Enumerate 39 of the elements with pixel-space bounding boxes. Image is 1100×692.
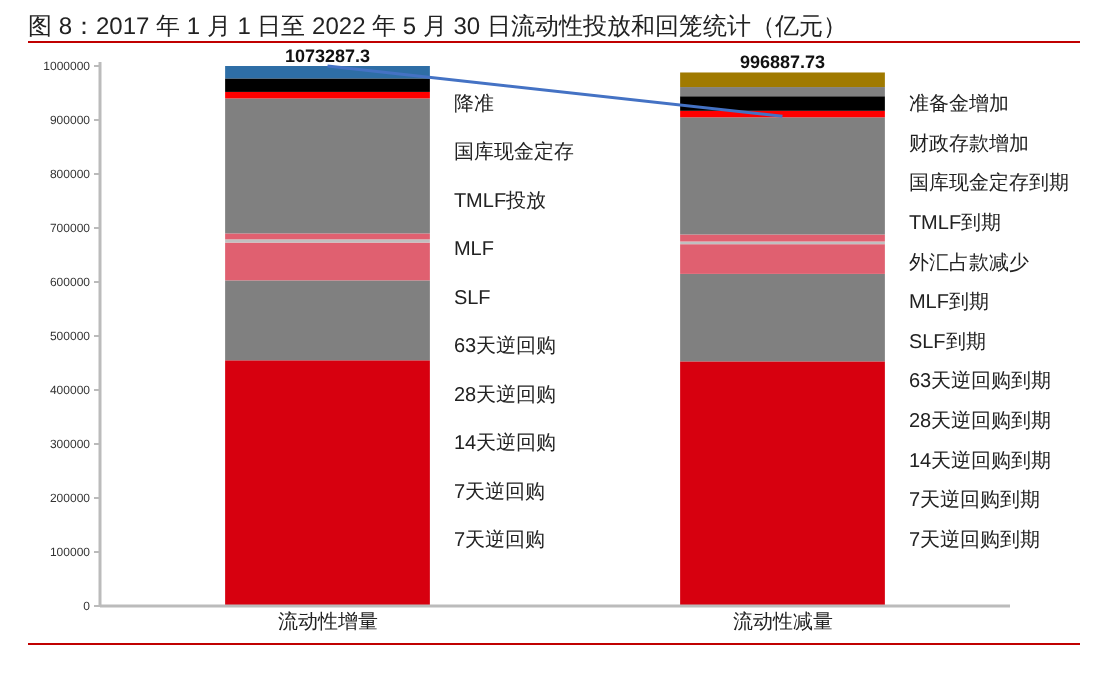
bar <box>225 280 430 361</box>
annotation: SLF到期 <box>908 329 986 354</box>
bar <box>225 360 430 606</box>
annotation: 14天逆回购到期 <box>908 448 1052 473</box>
annotation: 1073287.3 <box>284 46 371 66</box>
annotation: 7天逆回购到期 <box>908 488 1040 513</box>
annotation: 28天逆回购 <box>453 382 557 407</box>
bar <box>225 242 430 281</box>
bar <box>680 273 885 362</box>
annotation: 28天逆回购到期 <box>908 409 1052 434</box>
annotation: 63天逆回购到期 <box>908 369 1052 394</box>
annotation: 63天逆回购 <box>453 334 557 359</box>
annotation: 996887.73 <box>739 52 826 73</box>
annotation: 外汇占款减少 <box>908 250 1029 275</box>
annotation: MLF <box>453 239 494 262</box>
bar <box>680 117 885 235</box>
bar <box>680 72 885 88</box>
annotation: 财政存款增加 <box>908 131 1029 156</box>
chart-title: 图 8：2017 年 1 月 1 日至 2022 年 5 月 30 日流动性投放和回笼统计（亿元） <box>28 12 847 40</box>
annotation: 14天逆回购 <box>453 431 557 456</box>
annotation: SLF <box>453 287 491 310</box>
bar <box>225 91 430 99</box>
annotation: 7天逆回购 <box>453 528 545 552</box>
annotation: 7天逆回购到期 <box>908 528 1040 552</box>
bar <box>225 233 430 240</box>
x-tick-label: 流动性增量 <box>277 610 378 634</box>
annotation: 国库现金定存 <box>453 140 574 165</box>
annotation: 降准 <box>453 92 494 116</box>
x-tick-label: 流动性减量 <box>732 610 833 634</box>
annotation: 国库现金定存到期 <box>908 171 1069 196</box>
bar <box>680 96 885 111</box>
bar <box>225 98 430 234</box>
annotation: 7天逆回购 <box>453 479 545 504</box>
annotation: 准备金增加 <box>908 92 1009 116</box>
annotation: TMLF到期 <box>908 210 1002 235</box>
annotation: MLF到期 <box>908 290 989 315</box>
bar <box>225 78 430 92</box>
bar <box>680 361 885 606</box>
annotation: TMLF投放 <box>453 188 547 213</box>
